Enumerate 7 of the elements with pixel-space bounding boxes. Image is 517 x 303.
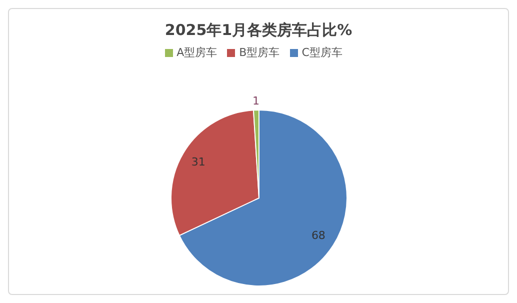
data-label: 68 [311, 229, 326, 242]
data-label: 1 [252, 94, 260, 108]
legend-label: B型房车 [239, 46, 280, 59]
data-label: 31 [191, 156, 206, 169]
legend-label: C型房车 [302, 46, 342, 59]
chart-title: 2025年1月各类房车占比% [164, 20, 354, 41]
legend-label: A型房车 [176, 46, 218, 59]
